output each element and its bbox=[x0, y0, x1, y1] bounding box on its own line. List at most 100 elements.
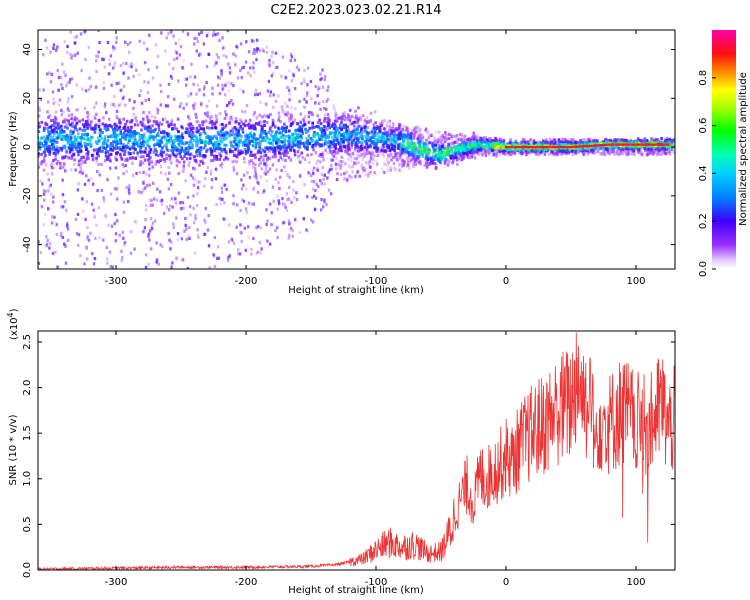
spectrogram-cell bbox=[403, 124, 406, 128]
spectrogram-cell bbox=[276, 226, 279, 230]
spectrogram-cell bbox=[374, 134, 378, 137]
spectrogram-cell bbox=[170, 161, 173, 165]
spectrogram-cell bbox=[430, 157, 433, 161]
spectrogram-cell bbox=[185, 131, 189, 135]
spectrogram-cell bbox=[240, 231, 243, 235]
spectrogram-cell bbox=[105, 245, 108, 249]
spectrogram-cell bbox=[175, 216, 178, 220]
spectrogram-cell bbox=[46, 135, 49, 139]
spectrogram-cell bbox=[302, 118, 305, 122]
spectrogram-cell bbox=[658, 152, 661, 156]
spectrogram-cell bbox=[119, 101, 123, 106]
spectrogram-cell bbox=[109, 159, 112, 163]
spectrogram-cell bbox=[359, 129, 363, 133]
spectrogram-cell bbox=[646, 151, 649, 155]
spectrogram-cell bbox=[229, 129, 233, 133]
spectrogram-cell bbox=[205, 135, 208, 139]
spectrogram-cell bbox=[69, 131, 72, 135]
spectrogram-cell bbox=[89, 231, 92, 235]
spectrogram-cell bbox=[237, 149, 240, 153]
spectrogram-cell bbox=[172, 67, 175, 71]
spectrogram-cell bbox=[348, 134, 351, 138]
spectrogram-cell bbox=[115, 109, 119, 113]
spectrogram-cell bbox=[155, 65, 159, 69]
spectrogram-cell bbox=[400, 150, 404, 154]
spectrogram-cell bbox=[266, 158, 269, 162]
spectrogram-cell bbox=[350, 166, 353, 170]
spectrogram-cell bbox=[143, 136, 147, 140]
spectrogram-cell bbox=[260, 247, 263, 251]
spectrogram-cell bbox=[232, 154, 236, 157]
spectrogram-cell bbox=[83, 125, 86, 129]
spectrogram-cell bbox=[501, 151, 505, 155]
spectrogram-cell bbox=[60, 83, 63, 87]
spectrogram-cell bbox=[185, 102, 188, 106]
spectrogram-cell bbox=[597, 149, 600, 153]
spectrogram-cell bbox=[345, 116, 349, 120]
spectrogram-cell bbox=[265, 134, 268, 138]
spectrogram-cell bbox=[190, 62, 193, 66]
spectrogram-cell bbox=[331, 145, 335, 150]
spectrogram-cell bbox=[450, 141, 453, 145]
spectrogram-cell bbox=[371, 151, 375, 155]
spectrogram-cell bbox=[537, 152, 540, 156]
spectrogram-cell bbox=[84, 120, 88, 123]
spectrogram-cell bbox=[369, 118, 372, 122]
spectrogram-cell bbox=[181, 132, 184, 136]
spectrogram-cell bbox=[91, 182, 95, 186]
spectrogram-cell bbox=[350, 145, 353, 150]
spectrogram-cell bbox=[75, 232, 79, 236]
spectrogram-cell bbox=[310, 153, 313, 157]
spectrogram-cell bbox=[256, 250, 259, 254]
spectrogram-cell bbox=[51, 215, 54, 219]
spectrogram-cell bbox=[451, 161, 454, 165]
spectrogram-cell bbox=[254, 125, 258, 129]
spectrogram-cell bbox=[421, 152, 424, 156]
spectrogram-cell bbox=[318, 138, 322, 141]
spectrogram-cell bbox=[228, 254, 231, 258]
spectrogram-cell bbox=[621, 151, 624, 155]
spectrogram-cell bbox=[665, 147, 668, 151]
spectrogram-cell bbox=[76, 51, 79, 55]
spectrogram-cell bbox=[192, 127, 195, 130]
spectrogram-cell bbox=[290, 55, 293, 59]
spectrogram-cell bbox=[244, 134, 247, 138]
spectrogram-cell bbox=[152, 150, 156, 154]
spectrogram-cell bbox=[264, 168, 268, 173]
spectrogram-cell bbox=[401, 125, 404, 129]
spectrogram-cell bbox=[221, 83, 224, 87]
spectrogram-cell bbox=[125, 133, 129, 137]
spectrogram-cell bbox=[138, 73, 141, 77]
spectrogram-cell bbox=[406, 156, 409, 160]
spectrogram-cell bbox=[303, 97, 306, 101]
spectrogram-cell bbox=[655, 140, 659, 144]
spectrogram-cell bbox=[234, 63, 237, 67]
spectrogram-cell bbox=[277, 158, 280, 162]
spectrogram-cell bbox=[308, 161, 311, 165]
spectrogram-cell bbox=[206, 166, 209, 170]
spectrogram-cell bbox=[398, 168, 401, 172]
spectrogram-cell bbox=[335, 117, 338, 121]
spectrogram-cell bbox=[238, 230, 242, 234]
spectrogram-cell bbox=[573, 147, 576, 151]
spectrogram-cell bbox=[95, 140, 98, 144]
spectrogram-cell bbox=[435, 130, 438, 134]
spectrogram-cell bbox=[598, 152, 601, 156]
spectrogram-cell bbox=[66, 136, 70, 140]
spectrogram-cell bbox=[170, 145, 174, 149]
spectrogram-cell bbox=[414, 159, 417, 163]
spectrogram-cell bbox=[489, 139, 493, 143]
spectrogram-cell bbox=[255, 38, 259, 42]
spectrogram-cell bbox=[284, 205, 287, 209]
spectrogram-cell bbox=[222, 46, 225, 50]
spectrogram-cell bbox=[113, 63, 116, 67]
spectrogram-cell bbox=[373, 170, 376, 175]
spectrogram-cell bbox=[94, 236, 97, 240]
spectrogram-cell bbox=[132, 106, 135, 110]
spectrogram-cell bbox=[155, 120, 158, 124]
spectrogram-cell bbox=[44, 189, 47, 193]
spectrogram-cell bbox=[327, 85, 330, 89]
spectrogram-cell bbox=[495, 154, 498, 158]
spectrogram-cell bbox=[352, 121, 355, 124]
